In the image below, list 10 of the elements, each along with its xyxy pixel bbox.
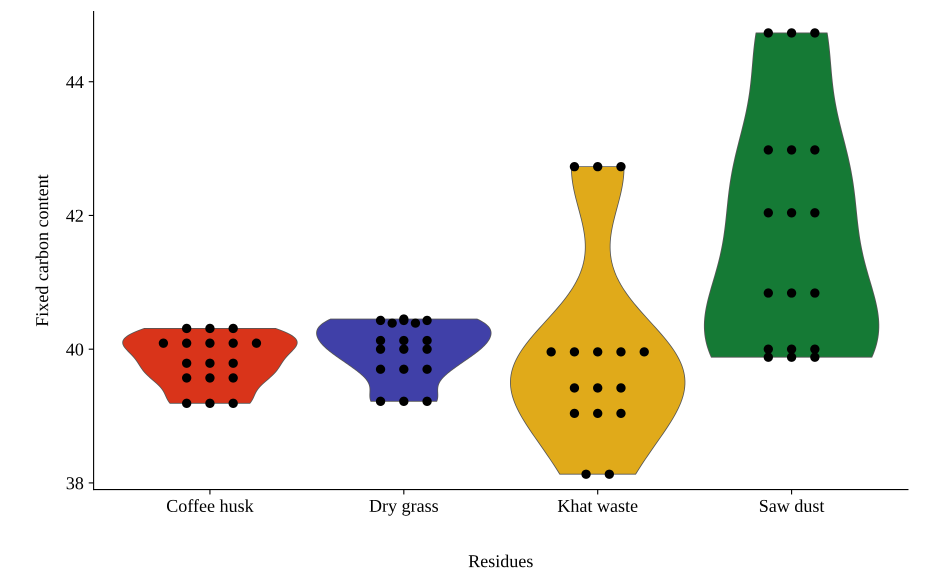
y-tick-label: 42 — [66, 210, 83, 222]
x-tick-label: Coffee husk — [166, 499, 254, 512]
y-tick-label: 44 — [66, 76, 84, 88]
y-tick-label: 40 — [66, 343, 84, 356]
y-tick-label: 38 — [66, 477, 84, 490]
x-tick-label: Khat waste — [558, 499, 638, 512]
y-axis-title: Fixed carbon content — [36, 174, 48, 326]
x-tick-label: Saw dust — [760, 499, 824, 512]
x-axis-title: Residues — [468, 554, 533, 568]
x-tick-label: Dry grass — [369, 500, 438, 516]
